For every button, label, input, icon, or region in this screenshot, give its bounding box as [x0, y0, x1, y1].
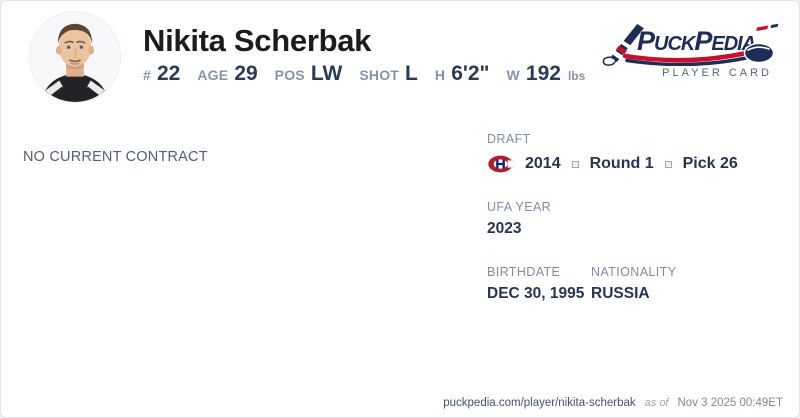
svg-text:PUCKPEDIA: PUCKPEDIA: [637, 26, 755, 56]
draft-label: DRAFT: [487, 132, 531, 146]
stat-weight-value: 192: [525, 62, 561, 85]
stat-shot-label: SHOT: [359, 67, 400, 83]
timestamp: Nov 3 2025 00:49ET: [677, 397, 784, 409]
stat-shot: SHOT L: [359, 62, 418, 86]
stat-weight-label: W: [506, 67, 520, 83]
ufa-label: UFA YEAR: [487, 200, 552, 214]
stat-shot-value: L: [405, 62, 418, 85]
draft-value-row: 2014 Round 1 Pick 26: [487, 155, 787, 173]
nationality-value: RUSSIA: [591, 285, 650, 302]
stat-height-value: 6'2": [451, 62, 490, 85]
stat-height: H 6'2": [435, 62, 490, 86]
ufa-section: UFA YEAR 2023: [487, 200, 787, 238]
contract-status-text: NO CURRENT CONTRACT: [23, 149, 208, 165]
puckpedia-brand: PUCKPEDIA PLAYER CARD: [599, 14, 784, 79]
stat-number-label: #: [143, 67, 151, 83]
player-details-panel: DRAFT 2014 Round 1 Pick 26 UFA Y: [487, 132, 787, 303]
stat-weight: W 192 lbs: [507, 62, 586, 86]
draft-year: 2014: [525, 155, 561, 172]
stat-number: # 22: [143, 62, 180, 86]
footer: puckpedia.com/player/nikita-scherbak as …: [443, 397, 783, 409]
puckpedia-logo-icon: PUCKPEDIA: [602, 22, 780, 66]
stat-age-label: AGE: [197, 67, 229, 83]
birthdate-section: BIRTHDATE DEC 30, 1995: [487, 265, 591, 303]
player-url[interactable]: puckpedia.com/player/nikita-scherbak: [443, 397, 636, 409]
birth-nationality-row: BIRTHDATE DEC 30, 1995 NATIONALITY RUSSI…: [487, 265, 787, 303]
stat-position-value: LW: [310, 62, 343, 85]
stat-age-value: 29: [234, 62, 258, 85]
montreal-canadiens-logo-icon: [487, 155, 514, 173]
draft-section: DRAFT 2014 Round 1 Pick 26: [487, 132, 787, 173]
player-card-tagline: PLAYER CARD: [662, 67, 772, 79]
player-photo: [29, 11, 121, 103]
stat-weight-unit: lbs: [567, 69, 586, 83]
player-photo-illustration: [30, 12, 120, 102]
player-stats-row: # 22 AGE 29 POS LW SHOT L H 6'2" W 192 l…: [143, 62, 585, 86]
as-of-label: as of: [644, 397, 669, 409]
ufa-value: 2023: [487, 220, 522, 237]
birthdate-value: DEC 30, 1995: [487, 285, 585, 302]
page-title: Nikita Scherbak: [143, 23, 372, 58]
draft-pick: Pick 26: [682, 155, 738, 172]
draft-round: Round 1: [589, 155, 654, 172]
stat-height-label: H: [434, 67, 446, 83]
stat-number-value: 22: [157, 62, 181, 85]
stat-position: POS LW: [275, 62, 343, 86]
separator-icon: [664, 160, 672, 168]
stat-position-label: POS: [274, 67, 305, 83]
nationality-section: NATIONALITY RUSSIA: [591, 265, 695, 303]
stat-age: AGE 29: [197, 62, 257, 86]
separator-icon: [571, 160, 579, 168]
nationality-label: NATIONALITY: [591, 265, 677, 279]
birthdate-label: BIRTHDATE: [487, 265, 561, 279]
